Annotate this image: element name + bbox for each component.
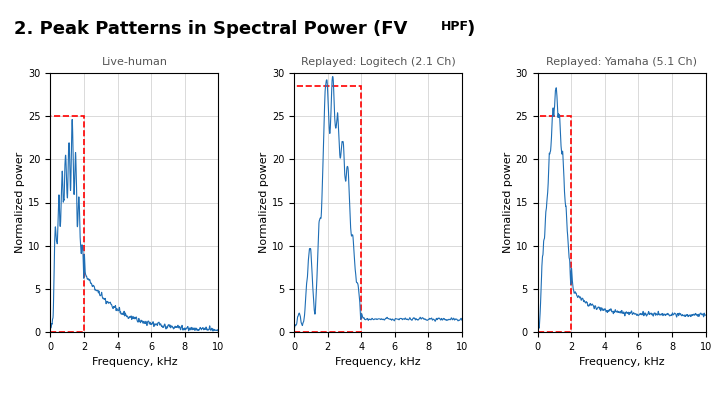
Text: ): ) [467,20,474,38]
Y-axis label: Normalized power: Normalized power [503,152,513,253]
X-axis label: Frequency, kHz: Frequency, kHz [336,357,420,367]
Text: HPF: HPF [441,20,469,33]
X-axis label: Frequency, kHz: Frequency, kHz [91,357,177,367]
Title: Live-human: Live-human [102,57,167,66]
X-axis label: Frequency, kHz: Frequency, kHz [579,357,665,367]
Bar [294,86,361,332]
Title: Replayed: Logitech (2.1 Ch): Replayed: Logitech (2.1 Ch) [301,57,455,66]
Y-axis label: Normalized power: Normalized power [15,152,25,253]
Bar [538,116,571,332]
Bar [50,116,84,332]
Title: Replayed: Yamaha (5.1 Ch): Replayed: Yamaha (5.1 Ch) [546,57,697,66]
Text: 2. Peak Patterns in Spectral Power (FV: 2. Peak Patterns in Spectral Power (FV [14,20,408,38]
Y-axis label: Normalized power: Normalized power [259,152,269,253]
